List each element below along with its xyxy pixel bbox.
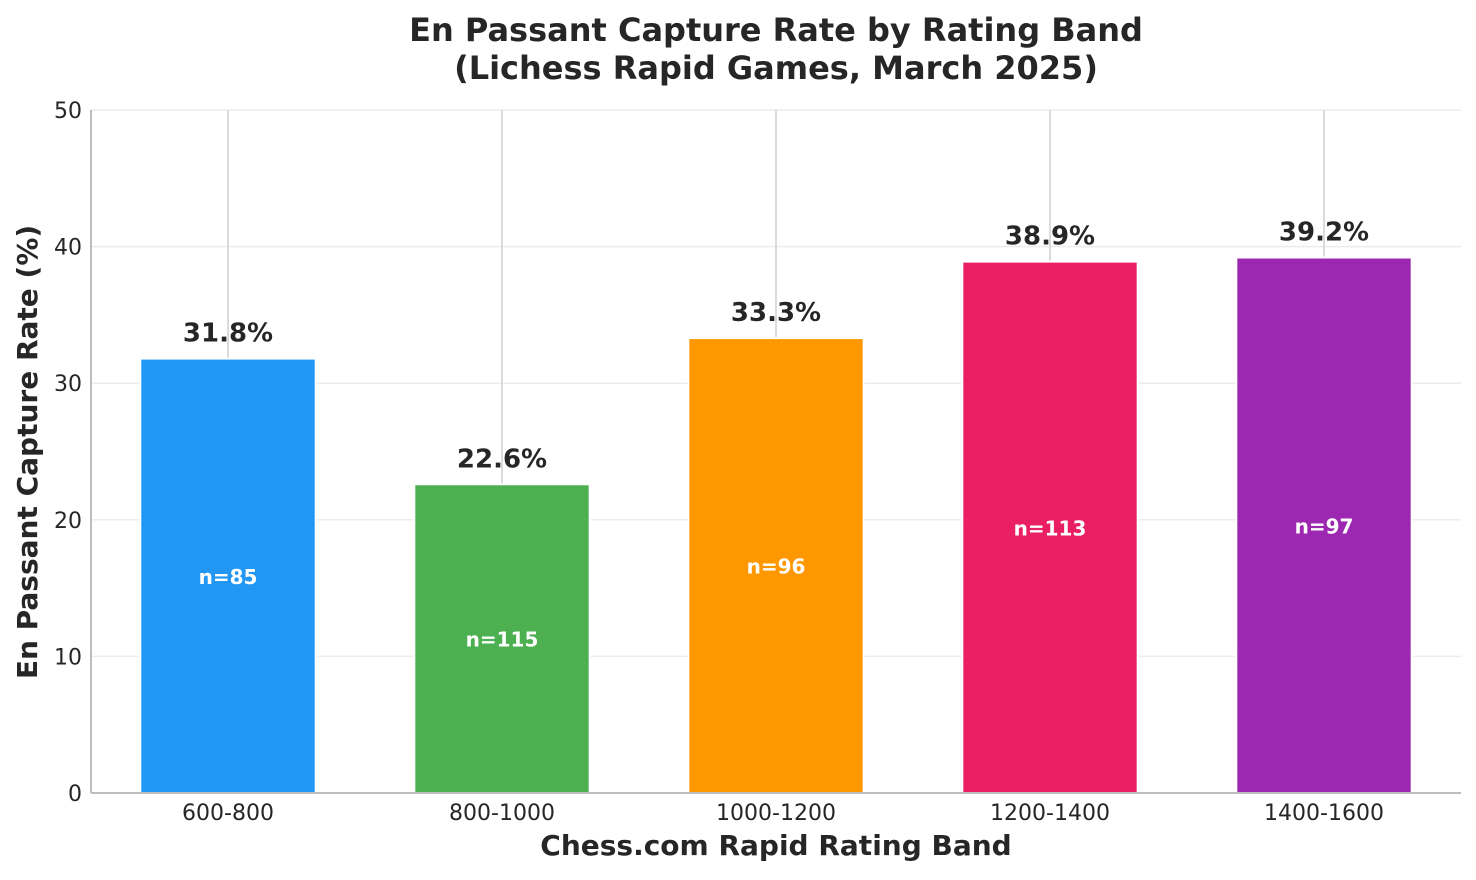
value-label: 22.6% [457,444,547,474]
y-axis-label: En Passant Capture Rate (%) [11,225,44,679]
chart-title-line-2: (Lichess Rapid Games, March 2025) [454,49,1098,87]
x-tick-label: 600-800 [182,801,274,826]
bars: 31.8% n=85 22.6% n=115 33.3% n=96 38.9% n=113 39… [139,218,1413,795]
y-tick-label: 40 [54,236,82,261]
x-axis-label: Chess.com Rapid Rating Band [540,829,1011,862]
sample-size-label: n=113 [1014,516,1087,540]
x-tick-label: 1200-1400 [990,801,1110,826]
x-tick-label: 1400-1600 [1264,801,1384,826]
y-tick-label: 10 [54,645,82,670]
value-label: 38.9% [1005,222,1095,252]
sample-size-label: n=97 [1295,514,1354,538]
bar-1200-1400 [961,260,1139,795]
x-tick-label: 800-1000 [449,801,555,826]
chart-title-line-1: En Passant Capture Rate by Rating Band [409,11,1143,49]
value-label: 33.3% [731,298,821,328]
value-label: 39.2% [1279,218,1369,248]
value-label: 31.8% [183,319,273,349]
axes: 600-800 800-1000 1000-1200 1200-1400 1400-16… [54,99,1461,826]
y-tick-label: 30 [54,372,82,397]
y-tick-label: 0 [68,782,82,807]
sample-size-label: n=96 [747,555,806,579]
y-tick-label: 20 [54,509,82,534]
bar-1000-1200 [687,337,865,794]
y-tick-label: 50 [54,99,82,124]
bar-600-800 [139,357,317,794]
sample-size-label: n=85 [199,565,258,589]
sample-size-label: n=115 [466,628,539,652]
chart-title: En Passant Capture Rate by Rating Band (… [409,11,1143,87]
bar-1400-1600 [1235,256,1413,794]
x-tick-label: 1000-1200 [716,801,836,826]
bar-800-1000 [413,483,591,794]
